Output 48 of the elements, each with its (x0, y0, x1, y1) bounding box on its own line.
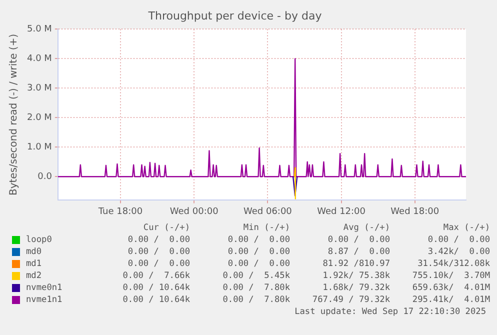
y-tick-label: 1.0 M (26, 142, 52, 152)
text: 8.87 / 0.00 (326, 246, 390, 258)
text: Cur (-/+) (142, 222, 190, 234)
y-tick-label: 2.0 M (26, 112, 52, 123)
y-tick-label: 3.0 M (26, 84, 52, 94)
y-axis-title: Bytes/second read (-) / write (+) (8, 34, 20, 196)
text: 1.92k/ 75.38k (322, 270, 390, 282)
text: 0.00 / 10.64k (122, 282, 190, 294)
legend-label: nvme0n1 (26, 282, 64, 294)
text: 31.54k/312.08k (416, 258, 490, 270)
text: 3.42k/ 0.00 (426, 246, 490, 258)
text: 295.41k/ 4.01M (411, 294, 490, 306)
legend-label: loop0 (26, 234, 53, 246)
text: 659.63k/ 4.01M (411, 282, 490, 294)
text: 0.00 / 5.45k (222, 270, 290, 282)
x-tick-label: Wed 00:00 (170, 206, 219, 217)
x-tick-label: Wed 18:00 (390, 206, 440, 217)
text: 0.00 / 0.00 (126, 258, 190, 270)
x-tick-label: Wed 06:00 (243, 206, 292, 217)
legend-label: md0 (26, 246, 43, 258)
x-tick-label: Tue 18:00 (97, 206, 143, 217)
text: 0.00 / 7.80k (222, 282, 290, 294)
y-tick-label: 0.0 (38, 172, 52, 182)
text: 0.00 / 0.00 (226, 234, 290, 246)
x-tick-label: Wed 12:00 (317, 206, 366, 217)
text: 0.00 / 0.00 (126, 234, 190, 246)
text: 0.00 / 0.00 (226, 246, 290, 258)
text: 0.00 / 7.80k (222, 294, 290, 306)
text: 0.00 / 7.66k (122, 270, 190, 282)
text: 0.00 / 10.64k (122, 294, 190, 306)
text: Min (-/+) (242, 222, 290, 234)
text: 0.00 / 0.00 (426, 234, 490, 246)
text: Avg (-/+) (342, 222, 390, 234)
text: Max (-/+) (442, 222, 490, 234)
text: 0.00 / 0.00 (326, 234, 390, 246)
y-tick-label: 5.0 M (26, 24, 52, 35)
y-tick-label: 4.0 M (26, 54, 52, 64)
text: Last update: Wed Sep 17 22:10:30 2025 (294, 306, 487, 318)
text: 755.10k/ 3.70M (411, 270, 490, 282)
text: 81.92 /810.97 (322, 258, 390, 270)
legend-label: md2 (26, 270, 43, 282)
legend-label: nvme1n1 (26, 294, 64, 306)
text: 1.68k/ 79.32k (322, 282, 390, 294)
chart-title: Throughput per device - by day (147, 9, 322, 22)
text: 0.00 / 0.00 (226, 258, 290, 270)
legend-label: md1 (26, 258, 43, 270)
text: 767.49 / 79.32k (311, 294, 390, 306)
text: 0.00 / 0.00 (126, 246, 190, 258)
